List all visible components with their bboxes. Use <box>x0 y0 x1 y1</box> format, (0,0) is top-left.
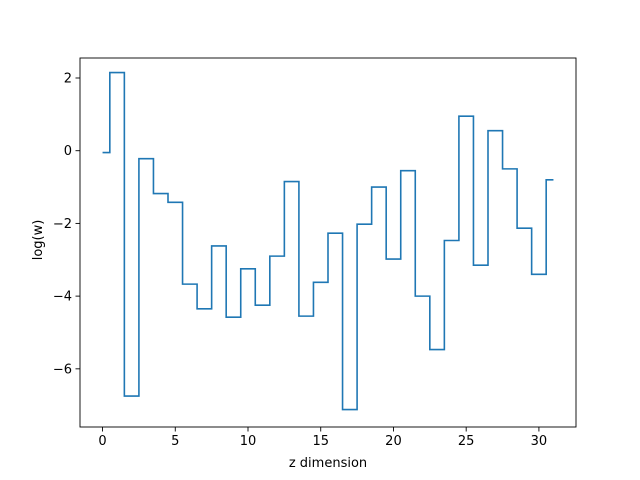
x-tick-label: 20 <box>385 434 402 449</box>
x-tick-label: 15 <box>312 434 329 449</box>
y-tick-label: 2 <box>64 71 72 86</box>
y-tick-label: −2 <box>53 217 72 232</box>
plot-area <box>102 71 554 411</box>
x-tick-label: 25 <box>458 434 475 449</box>
x-tick-label: 0 <box>98 434 106 449</box>
x-tick-label: 5 <box>171 434 179 449</box>
plot-frame <box>79 57 577 428</box>
x-axis-label: z dimension <box>289 456 367 471</box>
y-tick-label: 0 <box>64 144 72 159</box>
axes: 0 5 10 15 20 25 30 −6 −4 −2 0 2 <box>53 57 577 449</box>
y-tick-label: −4 <box>53 290 72 305</box>
y-axis-label: log(w) <box>31 220 46 261</box>
y-tick-label: −6 <box>53 362 72 377</box>
x-tick-label: 10 <box>240 434 257 449</box>
series-line-0 <box>102 71 554 411</box>
x-tick-label: 30 <box>531 434 548 449</box>
